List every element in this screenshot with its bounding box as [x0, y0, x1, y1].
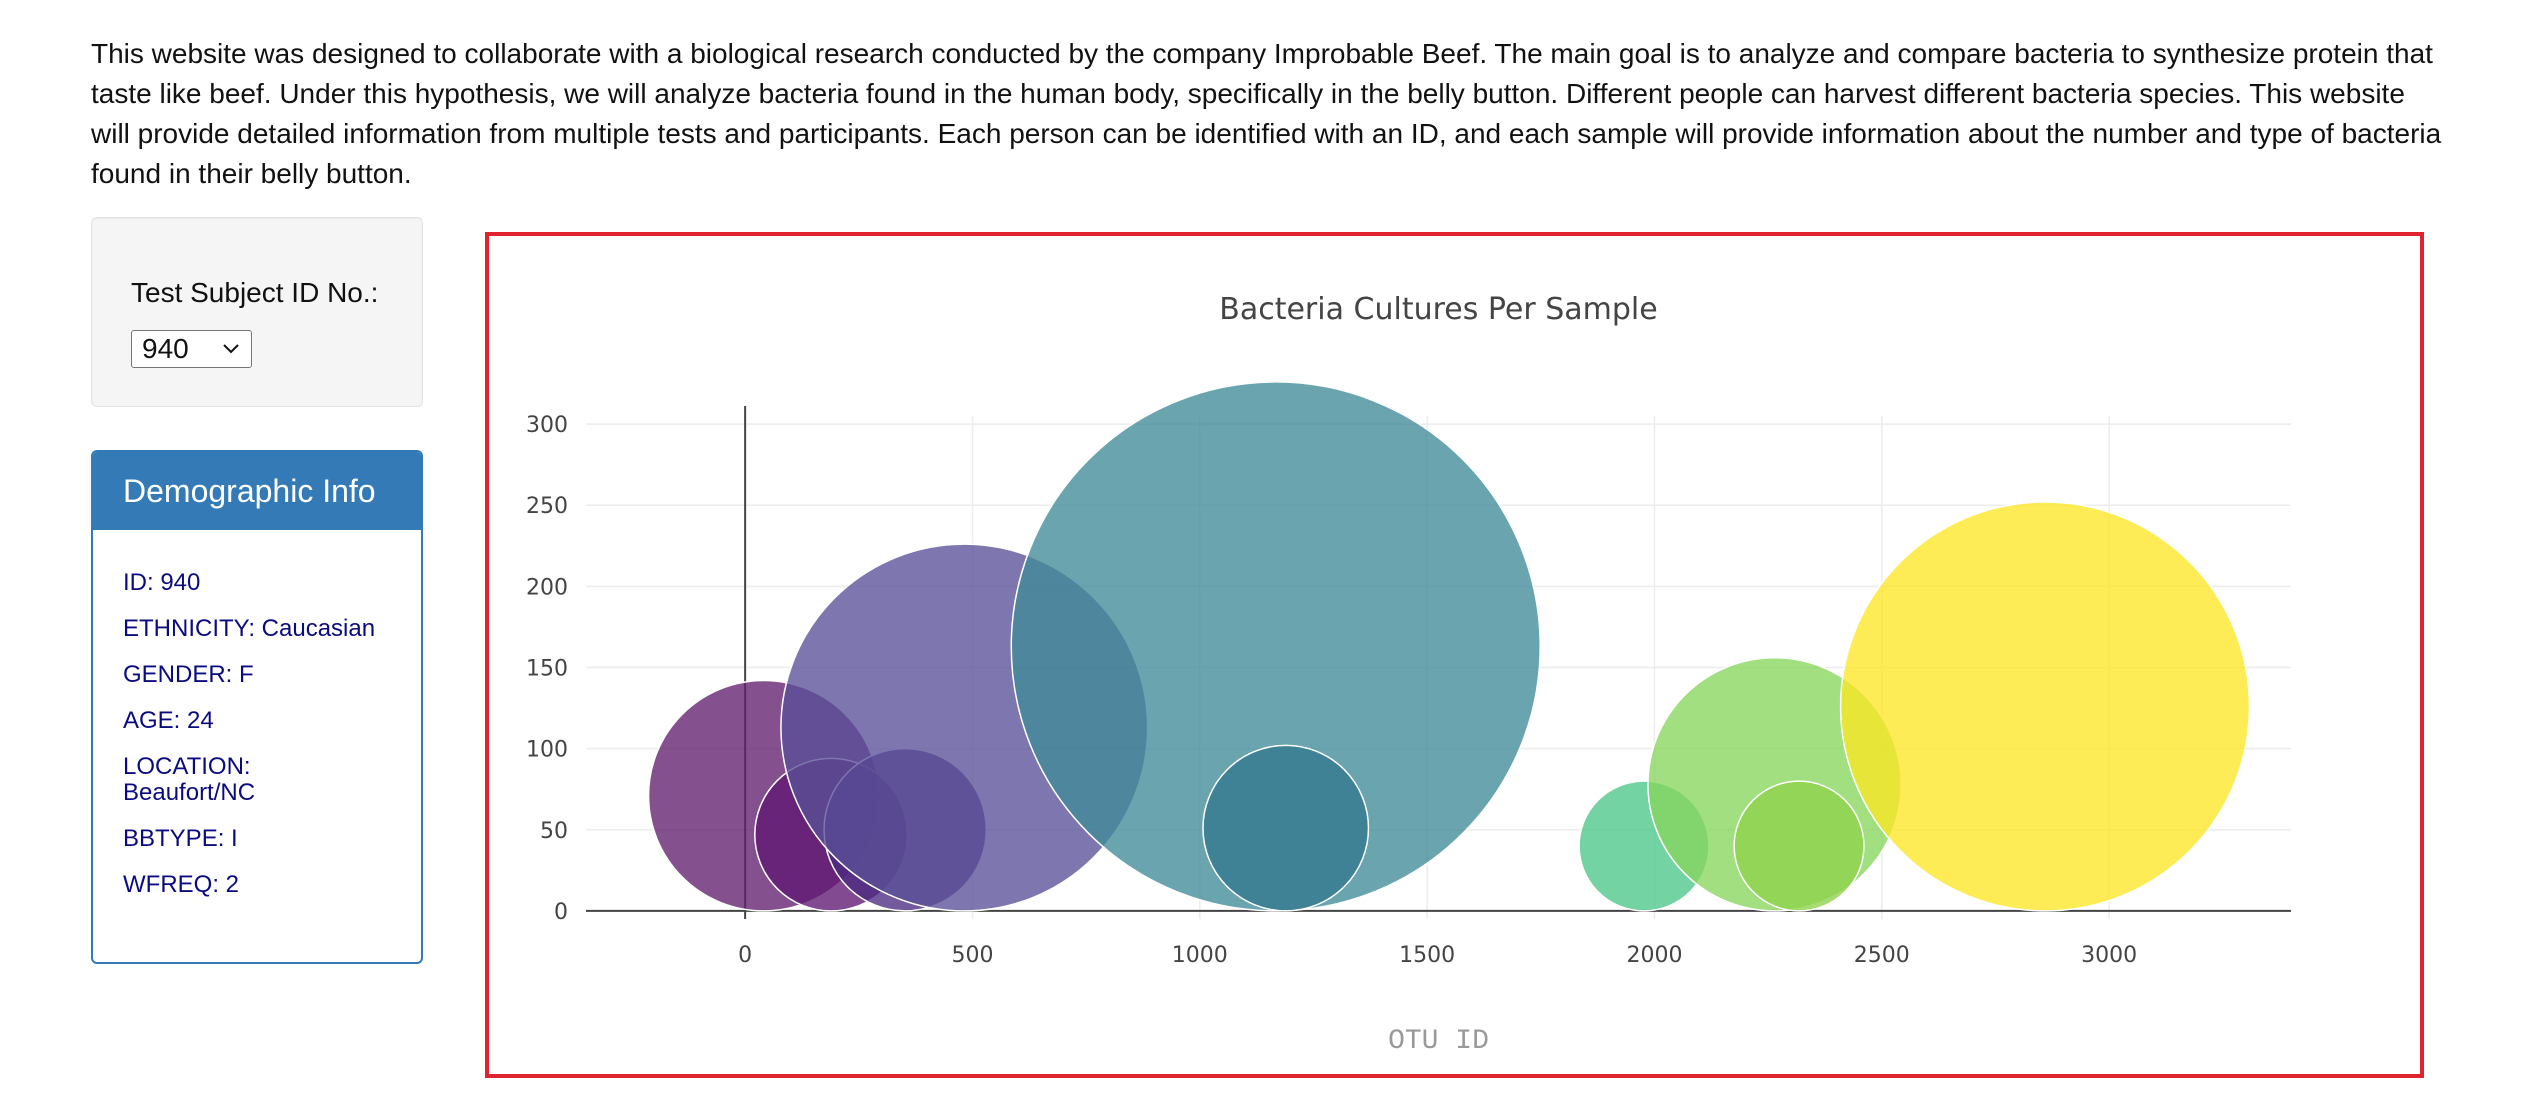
x-tick-label: 0: [738, 943, 752, 968]
x-tick-label: 1000: [1172, 943, 1228, 968]
meta-row-ethnicity: ETHNICITY: Caucasian: [123, 615, 376, 642]
bubble-point: [1733, 780, 1865, 912]
intro-paragraph: This website was designed to collaborate…: [91, 38, 2442, 189]
meta-row-bbtype: BBTYPE: I: [123, 825, 238, 852]
meta-row-age: AGE: 24: [123, 707, 214, 734]
y-tick-label: 250: [526, 494, 568, 519]
chevron-down-icon: [223, 344, 239, 354]
demographic-info-panel: Demographic Info ID: 940 ETHNICITY: Cauc…: [91, 450, 423, 964]
meta-row-location: LOCATION: Beaufort/NC: [123, 753, 256, 806]
meta-row-gender: GENDER: F: [123, 661, 254, 688]
x-tick-label: 3000: [2081, 943, 2137, 968]
x-tick-label: 500: [951, 943, 993, 968]
subject-id-label: Test Subject ID No.:: [131, 277, 379, 308]
y-tick-label: 300: [526, 413, 568, 438]
demographic-info-heading: Demographic Info: [93, 452, 421, 530]
subject-id-select[interactable]: 940: [131, 330, 252, 368]
subject-selector-panel: Test Subject ID No.: 940: [91, 217, 423, 407]
bubble-point: [1839, 501, 2251, 912]
x-axis-label: OTU ID: [1388, 1026, 1489, 1057]
meta-row-id: ID: 940: [123, 569, 201, 596]
bubble-point: [1202, 744, 1370, 912]
x-tick-label: 2000: [1626, 943, 1682, 968]
x-tick-label: 2500: [1854, 943, 1910, 968]
x-tick-label: 1500: [1399, 943, 1455, 968]
y-tick-label: 0: [554, 900, 568, 925]
subject-id-selected-value: 940: [142, 333, 189, 364]
bubble-chart-frame: Bacteria Cultures Per Sample 0 50 100 150 200…: [485, 232, 2424, 1078]
demographic-info-body: ID: 940 ETHNICITY: Caucasian GENDER: F A…: [93, 530, 421, 898]
meta-row-wfreq: WFREQ: 2: [123, 871, 240, 898]
y-tick-label: 100: [526, 738, 568, 763]
y-tick-label: 150: [526, 657, 568, 682]
chart-title: Bacteria Cultures Per Sample: [1219, 292, 1657, 327]
y-tick-label: 200: [526, 575, 568, 600]
y-tick-label: 50: [540, 819, 568, 844]
bubble-chart[interactable]: Bacteria Cultures Per Sample 0 50 100 150 200…: [489, 236, 2420, 1074]
